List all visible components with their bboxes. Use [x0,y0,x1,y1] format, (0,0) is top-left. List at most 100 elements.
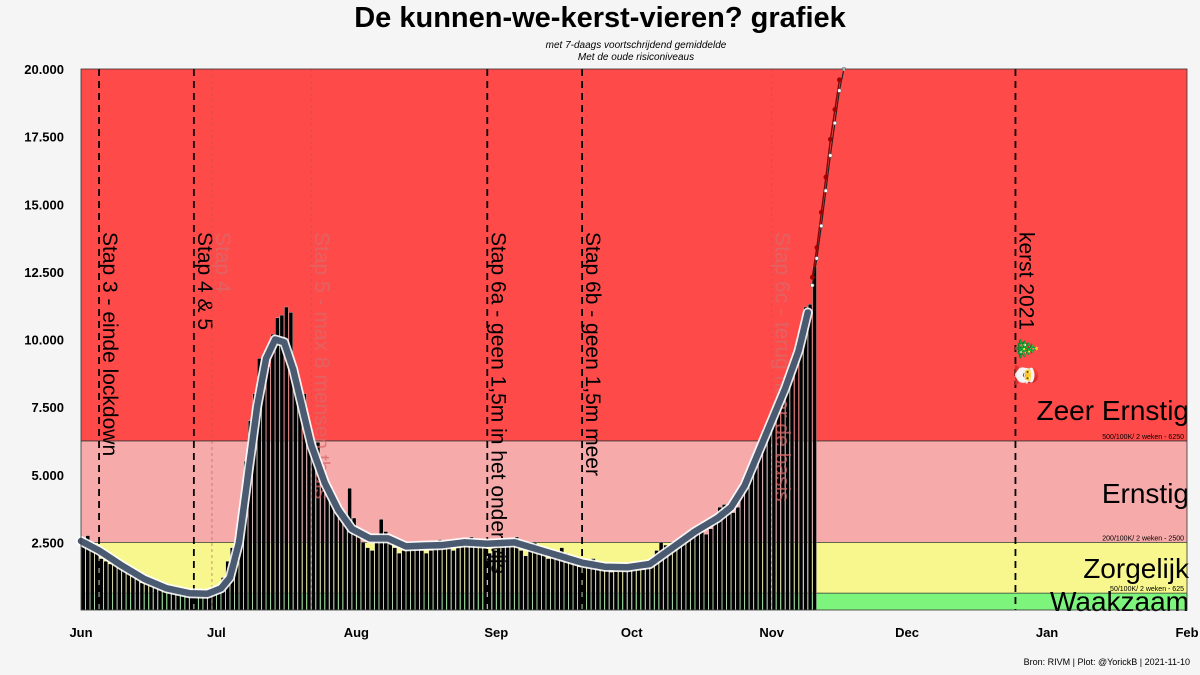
projection-point-3 [823,188,828,193]
zone-name-0: Waakzaam [1050,586,1189,617]
bar-44 [279,315,284,611]
bar-76 [424,553,429,611]
bar-125 [645,563,650,611]
bar-2 [90,546,95,611]
bar-42 [270,333,275,611]
bar-9 [121,567,126,611]
chart-title: De kunnen-we-kerst-vieren? grafiek [354,2,846,34]
bar-64 [370,550,375,611]
projection-upper-point-6 [837,77,842,83]
chart-subtitle-1: met 7-daags voortschrijdend gemiddelde [545,40,727,51]
bar-70 [397,553,402,611]
bar-81 [446,544,451,611]
x-tick-label-8: Feb [1175,625,1198,640]
bar-147 [744,480,749,611]
bar-104 [550,555,555,611]
bar-83 [455,547,460,611]
bar-122 [631,566,637,611]
bar-72 [406,544,411,611]
chart-subtitle-2: Met de oude risiconiveaus [577,52,695,63]
bar-124 [640,569,646,611]
projection-upper-point-5 [832,107,838,112]
event-label-5: Stap 6b - geen 1,5m meer [581,232,604,476]
bar-148 [749,469,754,611]
projection-upper-point-4 [827,136,833,142]
projection-point-5 [832,120,837,126]
y-tick-label-6: 17.500 [24,130,64,145]
x-tick-label-6: Dec [895,625,919,640]
bar-142 [722,504,727,611]
bar-69 [392,547,397,611]
bar-138 [704,534,709,611]
bar-102 [541,553,546,611]
bar-14 [144,581,149,611]
bar-41 [266,366,271,611]
bar-109 [573,563,578,611]
bar-95 [510,539,515,611]
bar-59 [347,488,352,611]
bar-43 [275,317,280,611]
event-label-2: Stap 4 [211,232,234,293]
bar-123 [636,569,641,611]
bar-143 [726,509,731,611]
bar-130 [668,547,673,611]
y-tick-label-1: 5.000 [31,468,64,483]
bar-133 [681,536,686,611]
bar-150 [758,452,763,611]
y-tick-label-4: 12.500 [24,265,64,280]
bar-88 [478,542,483,611]
bar-134 [686,534,691,611]
projection-point-1 [814,256,819,261]
bar-3 [94,550,99,611]
zone-threshold-label-1: 50/100K/ 2 weken - 625 [1110,586,1184,593]
bar-145 [735,507,740,611]
bar-117 [609,572,614,611]
bar-10 [126,570,131,611]
bar-15 [148,584,154,611]
bar-54 [324,482,330,611]
bar-161 [808,304,813,611]
zone-name-2: Ernstig [1102,478,1189,509]
event-label-4: Stap 6a - geen 1,5m in het onderwijs [486,232,509,574]
bar-65 [374,539,379,611]
bar-78 [433,542,438,611]
bar-114 [595,569,600,611]
projection-upper-point-0 [809,274,815,280]
x-tick-label-7: Jan [1036,625,1058,640]
bar-146 [740,493,745,611]
event-label-1: Stap 4 & 5 [193,232,216,330]
projection-upper-point-3 [823,174,829,180]
zone-threshold-label-3: 500/100K/ 2 weken - 6250 [1102,434,1184,441]
y-tick-label-7: 20.000 [24,62,64,77]
bar-71 [401,550,406,611]
bar-111 [582,563,587,611]
x-tick-label-3: Sep [484,625,508,640]
bar-119 [618,566,623,611]
y-tick-label-2: 7.500 [31,400,64,415]
y-tick-label-3: 10.000 [24,333,64,348]
bar-160 [803,306,808,611]
bar-115 [600,566,605,611]
x-tick-label-2: Aug [344,625,369,640]
event-label-7: kerst 2021 🎄🎅 [1014,232,1039,388]
plot-frame [80,68,1188,611]
projection-point-6 [837,88,842,93]
bar-86 [469,536,474,611]
bar-103 [546,558,551,611]
bar-121 [627,566,632,611]
bar-151 [762,439,767,611]
bar-118 [613,569,618,611]
bar-77 [428,550,433,611]
bar-131 [672,550,677,611]
bar-13 [139,582,144,611]
bars-group [81,266,817,611]
projection-point-2 [819,223,824,228]
bar-68 [388,542,393,611]
bar-116 [604,569,609,611]
x-tick-label-4: Oct [621,625,643,640]
bar-79 [437,539,442,611]
bar-5 [103,561,108,611]
projection-point-0 [810,283,815,288]
bar-66 [379,519,384,611]
bar-85 [464,539,470,611]
